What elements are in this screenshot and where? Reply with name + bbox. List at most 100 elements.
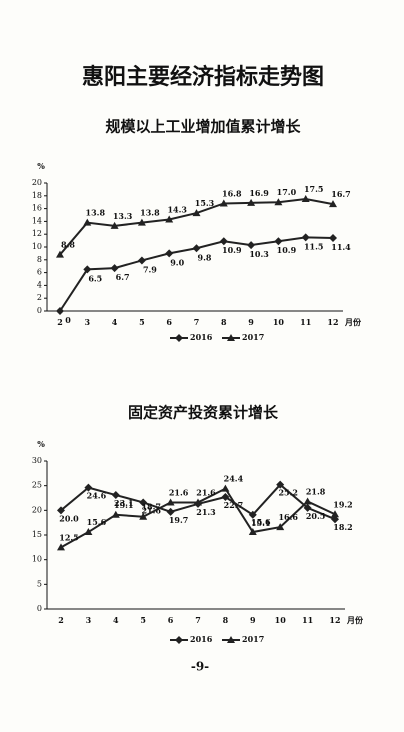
data-label: 20.5: [306, 511, 325, 521]
x-tick-label: 12: [327, 317, 338, 327]
data-point: [84, 483, 93, 492]
data-label: 9.0: [170, 257, 184, 267]
data-point: [192, 244, 201, 253]
data-label: 16.7: [331, 189, 350, 199]
y-tick-label: 16: [32, 204, 42, 213]
y-tick-label: 18: [32, 191, 42, 200]
y-tick-label: 15: [32, 530, 42, 539]
data-point: [137, 256, 146, 265]
y-tick-label: 25: [32, 481, 42, 490]
y-tick-label: 10: [32, 555, 42, 564]
data-point: [301, 233, 310, 242]
data-label: 21.6: [141, 505, 161, 515]
y-tick-label: 5: [37, 579, 42, 588]
data-label: 13.3: [113, 211, 133, 221]
data-label: 17.5: [304, 184, 323, 194]
data-label: 10.9: [222, 245, 242, 255]
data-point: [247, 241, 256, 250]
y-unit: %: [37, 161, 45, 171]
x-tick-label: 5: [139, 317, 145, 327]
data-label: 23.1: [114, 498, 133, 508]
data-label: 13.8: [86, 208, 106, 218]
data-label: 14.3: [167, 204, 187, 214]
data-point: [276, 480, 285, 489]
data-point: [139, 498, 148, 507]
data-label: 15.6: [87, 517, 107, 527]
x-tick-label: 8: [223, 615, 229, 625]
data-point: [57, 506, 65, 515]
data-label: 19.1: [114, 500, 133, 510]
data-label: 19.1: [251, 518, 270, 528]
data-label: 6.5: [88, 273, 102, 283]
data-point: [83, 265, 92, 274]
x-tick-label: 6: [168, 615, 174, 625]
data-point: [192, 209, 201, 217]
data-point: [303, 497, 312, 505]
data-point: [219, 199, 228, 207]
x-tick-label: 3: [85, 317, 91, 327]
data-label: 21.6: [196, 487, 216, 497]
data-point: [110, 264, 119, 273]
data-label: 17.0: [277, 187, 297, 197]
y-tick-label: 20: [32, 505, 42, 514]
data-point: [247, 198, 256, 206]
x-tick-label: 4: [112, 317, 118, 327]
y-tick-label: 20: [32, 178, 42, 187]
data-point: [274, 237, 283, 246]
data-label: 11.5: [304, 241, 323, 251]
legend-marker: [227, 334, 235, 341]
x-tick-label: 2: [57, 317, 63, 327]
x-tick-label: 7: [194, 317, 200, 327]
legend-label: 2017: [242, 332, 264, 342]
data-point: [221, 493, 230, 502]
legend-label: 2017: [242, 634, 264, 644]
data-point: [166, 498, 175, 506]
x-unit: 月份: [344, 317, 362, 327]
data-label: 21.6: [169, 487, 189, 497]
x-tick-label: 11: [302, 615, 313, 625]
data-point: [111, 491, 120, 500]
y-tick-label: 8: [37, 255, 42, 264]
data-point: [110, 221, 119, 229]
data-label: 16.9: [249, 188, 269, 198]
y-unit: %: [37, 439, 45, 449]
x-tick-label: 10: [273, 317, 285, 327]
data-label: 21.8: [306, 486, 326, 496]
y-tick-label: 0: [37, 306, 42, 315]
x-tick-label: 8: [221, 317, 227, 327]
x-tick-label: 11: [300, 317, 311, 327]
y-tick-label: 14: [32, 216, 42, 225]
y-tick-label: 4: [37, 280, 42, 289]
x-tick-label: 4: [113, 615, 119, 625]
legend-marker: [175, 636, 183, 644]
data-point: [219, 237, 228, 246]
data-label: 24.6: [87, 491, 107, 501]
data-point: [331, 510, 339, 518]
data-label: 6.7: [116, 272, 130, 282]
x-tick-label: 3: [86, 615, 92, 625]
x-tick-label: 7: [195, 615, 201, 625]
x-tick-label: 6: [166, 317, 172, 327]
data-point: [248, 528, 257, 536]
y-tick-label: 10: [32, 242, 42, 251]
data-point: [301, 195, 310, 202]
data-label: 13.8: [140, 208, 160, 218]
data-label: 18.7: [141, 502, 160, 512]
data-label: 11.4: [331, 242, 351, 252]
data-point: [166, 507, 175, 516]
y-tick-label: 0: [37, 604, 42, 613]
x-tick-label: 5: [140, 615, 146, 625]
data-point: [329, 234, 337, 243]
data-label: 18.2: [333, 522, 352, 532]
data-point: [57, 543, 65, 551]
x-tick-label: 12: [329, 615, 340, 625]
data-point: [56, 307, 64, 315]
legend-marker: [175, 334, 183, 342]
legend-label: 2016: [190, 332, 213, 342]
x-tick-label: 9: [248, 317, 254, 327]
y-tick-label: 6: [37, 268, 42, 277]
data-point: [139, 512, 148, 520]
data-label: 20.0: [59, 513, 79, 523]
